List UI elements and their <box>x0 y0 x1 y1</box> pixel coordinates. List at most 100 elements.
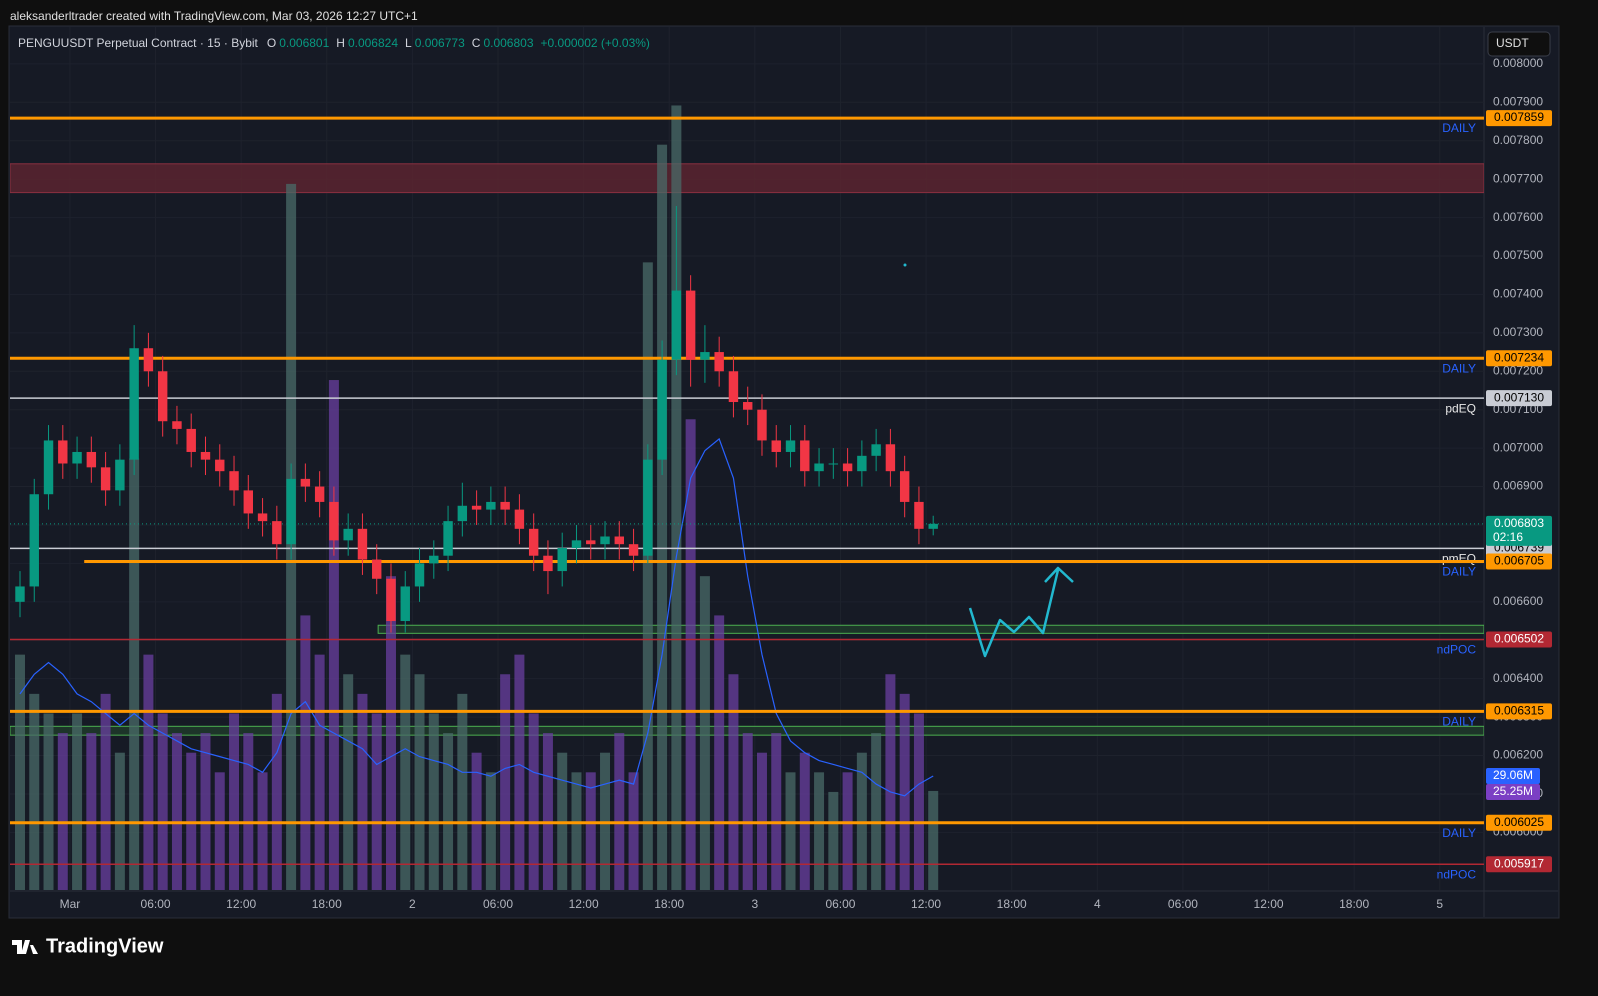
candle-body <box>443 521 453 556</box>
level-label: pdEQ <box>1445 401 1476 415</box>
currency-label[interactable]: USDT <box>1496 36 1529 50</box>
candle-body <box>200 451 211 460</box>
legend-text: 0.006803 <box>483 36 533 50</box>
candle-body <box>814 463 824 472</box>
candle-body <box>614 536 625 545</box>
candle-body <box>657 359 667 460</box>
volume-bar <box>485 772 496 890</box>
candle-body <box>628 544 639 556</box>
legend-text: PENGUUSDT Perpetual Contract · 15 · Bybi… <box>18 36 259 50</box>
x-tick-label: 06:00 <box>1168 897 1198 911</box>
candle-body <box>143 348 154 372</box>
candle-body <box>243 490 254 514</box>
volume-bar <box>671 105 682 891</box>
price-tag-label: 0.007130 <box>1494 390 1544 404</box>
candle-body <box>372 559 382 579</box>
price-tags: 0.0078590.0072340.0071300.0067390.006705… <box>1486 110 1552 873</box>
y-tick-label: 0.007500 <box>1493 248 1543 262</box>
volume-bar <box>414 674 425 890</box>
volume-bar <box>885 674 896 890</box>
candle-body <box>899 471 910 502</box>
candle-body <box>414 563 425 587</box>
candle-body <box>157 371 168 422</box>
drawing-path <box>968 566 1074 658</box>
volume-bar <box>29 693 40 890</box>
volume-bar <box>528 713 539 890</box>
x-tick-label: 12:00 <box>1254 897 1284 911</box>
x-tick-label: 18:00 <box>997 897 1027 911</box>
y-tick-label: 0.006400 <box>1493 671 1543 685</box>
candle-body <box>571 540 582 549</box>
candle-body <box>885 444 896 472</box>
volume-bar <box>229 713 240 890</box>
volume-bar <box>585 772 596 890</box>
level-label: ndPOC <box>1437 867 1477 881</box>
volume-bar <box>514 654 525 890</box>
y-tick-label: 0.007700 <box>1493 171 1543 185</box>
volume-bar <box>200 733 211 890</box>
volume-bar <box>143 654 154 890</box>
price-tag <box>1486 703 1552 720</box>
price-tag-label: 0.006025 <box>1494 815 1544 829</box>
candle-body <box>914 501 924 529</box>
x-tick-label: 12:00 <box>911 897 941 911</box>
logo-icon <box>12 940 38 954</box>
volume-bar <box>14 654 25 890</box>
candle-body <box>743 402 753 410</box>
candle-body <box>129 348 139 460</box>
x-tick-label: 06:00 <box>483 897 513 911</box>
price-tag-label: 0.006502 <box>1494 632 1544 646</box>
volume-bar <box>214 772 225 890</box>
level-label: DAILY <box>1442 361 1476 375</box>
y-tick-label: 0.007900 <box>1493 94 1543 108</box>
candle-body <box>58 440 68 464</box>
price-tag <box>1486 110 1552 127</box>
candle-body <box>500 501 510 510</box>
candle-body <box>72 451 82 464</box>
price-tag <box>1486 856 1552 873</box>
candle-body <box>671 290 682 360</box>
volume-bar <box>742 733 753 890</box>
candle-body <box>257 513 268 522</box>
x-tick-label: 2 <box>409 897 416 911</box>
x-tick-label: 06:00 <box>825 897 855 911</box>
countdown: 02:16 <box>1493 530 1523 544</box>
candle-body <box>586 540 596 545</box>
level-label: DAILY <box>1442 565 1476 579</box>
volume-bar <box>771 733 782 890</box>
candle-body <box>857 455 867 472</box>
volume-bar <box>72 713 83 890</box>
x-tick-label: 18:00 <box>654 897 684 911</box>
y-tick-label: 0.007200 <box>1493 363 1543 377</box>
ohlc-legend: PENGUUSDT Perpetual Contract · 15 · Bybi… <box>18 36 650 50</box>
volume-bar <box>314 654 325 890</box>
candle-body <box>728 371 739 403</box>
candle-body <box>471 505 482 510</box>
footer-logo: TradingView <box>12 935 164 957</box>
zones <box>10 163 1484 736</box>
candle-body <box>115 459 125 491</box>
volume-bar <box>814 772 825 890</box>
volume-bar <box>871 733 882 890</box>
y-tick-label: 0.007600 <box>1493 210 1543 224</box>
last-price-tag <box>1486 515 1552 546</box>
legend-text: 0.006773 <box>415 36 465 50</box>
candle-body <box>15 586 25 602</box>
candle-body <box>543 555 553 572</box>
volume-bar <box>642 262 653 890</box>
zone <box>377 624 1484 634</box>
volume-bar <box>785 772 796 890</box>
volume-bar <box>86 733 97 890</box>
volume-bar <box>628 772 639 890</box>
y-tick-label: 0.007300 <box>1493 325 1543 339</box>
candle-body <box>714 352 724 372</box>
candle-body <box>528 528 539 556</box>
volume-ma-tag-label: 29.06M <box>1493 768 1533 782</box>
currency-button[interactable] <box>1487 31 1551 57</box>
y-tick-label: 0.007800 <box>1493 133 1543 147</box>
volume-bar <box>385 576 396 890</box>
volume-bar <box>57 733 68 890</box>
candle-body <box>700 352 710 360</box>
volume-bar <box>928 790 939 890</box>
